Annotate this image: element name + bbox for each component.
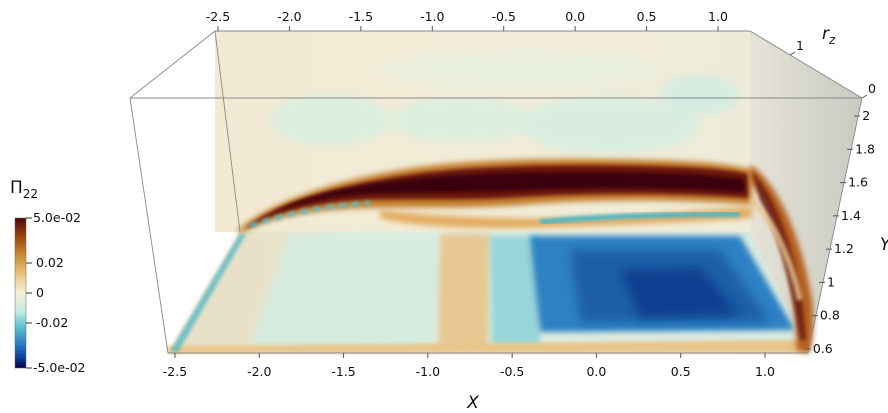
rz-tick-label: 0 (868, 81, 876, 96)
colorbar-tick-label: 0.02 (36, 255, 64, 270)
y-tick-label: 1 (827, 274, 835, 289)
x-bottom-tick-label: -2.5 (163, 364, 187, 379)
y-tick-label: 0.6 (813, 341, 833, 356)
x-top-tick-label: 0.5 (637, 9, 657, 24)
x-top-tick-label: 1.0 (708, 9, 728, 24)
x-top-tick-label: -2.5 (206, 9, 230, 24)
x-top-tick-label: -2.0 (277, 9, 301, 24)
rz-tick-label: 1 (796, 38, 804, 53)
colorbar-gradient (14, 217, 27, 369)
y-tick-label: 1.4 (841, 208, 861, 223)
x-bottom-tick-label: 1.0 (755, 364, 775, 379)
x-axis-title: X (466, 393, 479, 413)
y-tick-label: 1.6 (848, 175, 868, 190)
x-bottom-tick-label: -0.5 (500, 364, 524, 379)
shear-layer (236, 159, 752, 232)
x-top-tick-label: -1.5 (349, 9, 373, 24)
x-bottom-tick-label: -2.0 (247, 364, 271, 379)
y-axis-title: Y (880, 235, 888, 255)
colorbar-ticks: 0.02 0 -0.02 (26, 255, 68, 330)
x-top-tick-label: 0.0 (565, 9, 585, 24)
floor-plane (168, 232, 808, 353)
x-bottom-tick-label: 0.5 (671, 364, 691, 379)
colorbar-title: Π22 (10, 178, 38, 201)
y-tick-label: 2 (862, 108, 870, 123)
back-plane-patches (270, 52, 740, 153)
colorbar: Π22 5.0e-02 -5.0e-02 0.02 0 -0.02 (10, 178, 86, 375)
y-tick-label: 0.8 (820, 308, 840, 323)
colorbar-title-subscript: 22 (23, 187, 38, 201)
bounding-box (129, 30, 863, 354)
rz-tick-mark (789, 51, 796, 56)
rz-tick-mark (861, 94, 868, 99)
rz-axis-title-symbol: r (822, 24, 830, 44)
x-axis-bottom: -2.5 -2.0 -1.5 -1.0 -0.5 0.0 0.5 1.0 (163, 353, 775, 379)
y-tick-label: 1.2 (834, 241, 854, 256)
x-top-tick-label: -0.5 (492, 9, 516, 24)
colorbar-tick-label: -0.02 (36, 315, 68, 330)
rz-axis: 10 (789, 38, 876, 99)
side-plane-arc (748, 165, 814, 353)
x-bottom-tick-label: 0.0 (586, 364, 606, 379)
x-bottom-tick-label: -1.0 (416, 364, 440, 379)
rz-axis-title: rz (822, 24, 836, 47)
rz-axis-title-subscript: z (828, 33, 836, 47)
y-axis: 2 1.8 1.6 1.4 1.2 1 0.8 0.6 (804, 108, 875, 356)
colorbar-title-symbol: Π (10, 178, 23, 198)
x-axis-top: -2.5 -2.0 -1.5 -1.0 -0.5 0.0 0.5 1.0 (206, 9, 728, 31)
x-top-tick-label: -1.0 (420, 9, 444, 24)
x-bottom-tick-label: -1.5 (331, 364, 355, 379)
colorbar-tick-label: 0 (36, 285, 44, 300)
colorbar-max-label: 5.0e-02 (33, 210, 81, 225)
y-tick-label: 1.8 (855, 141, 875, 156)
colorbar-min-label: -5.0e-02 (33, 360, 86, 375)
side-plane (750, 31, 862, 353)
